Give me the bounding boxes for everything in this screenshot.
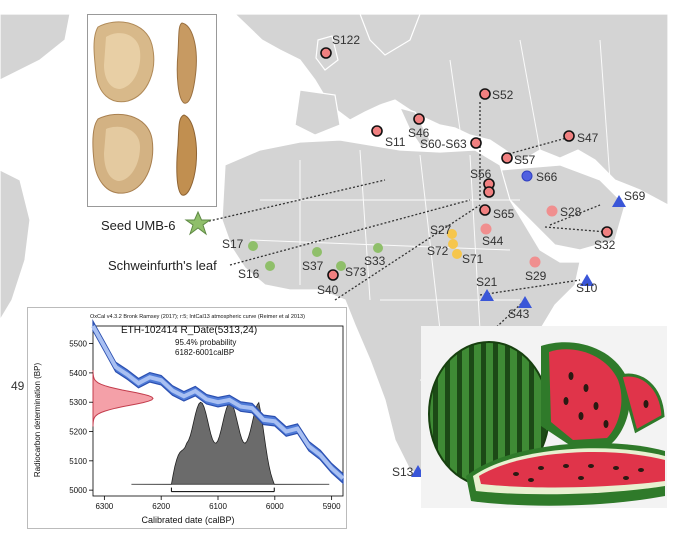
x-tick-label: 6300: [95, 502, 113, 511]
x-axis-label: Calibrated date (calBP): [141, 515, 234, 525]
site-label: S57: [514, 153, 536, 167]
site-marker-yellow: [452, 249, 462, 259]
y-tick-label: 5400: [69, 369, 87, 378]
site-label: S66: [536, 170, 558, 184]
edge-label: 49: [11, 379, 25, 393]
site-marker-triangle: [480, 289, 494, 301]
site-marker-green: [248, 241, 258, 251]
x-tick-label: 6100: [209, 502, 227, 511]
site-marker: [501, 152, 513, 164]
site-marker-yellow: [448, 239, 458, 249]
site-label: S21: [476, 275, 498, 289]
site-label: S17: [222, 237, 244, 251]
site-marker-green: [265, 261, 275, 271]
y-axis-label: Radiocarbon determination (BP): [33, 363, 42, 478]
site-label: S43: [508, 307, 530, 321]
site-marker-pink: [529, 256, 541, 268]
site-label: S47: [577, 131, 599, 145]
y-tick-label: 5100: [69, 457, 87, 466]
site-label: S52: [492, 88, 514, 102]
site-label: S72: [427, 244, 449, 258]
site-label: S16: [238, 267, 260, 281]
site-marker-green: [312, 247, 322, 257]
site-marker: [413, 113, 425, 125]
site-label: S69: [624, 189, 646, 203]
y-tick-label: 5500: [69, 340, 87, 349]
chart-title: ETH-102414 R_Date(5313,24): [121, 325, 257, 336]
site-marker-green: [336, 261, 346, 271]
site-marker-triangle: [518, 296, 532, 308]
seed-label: Seed UMB-6: [101, 218, 175, 233]
x-tick-label: 6000: [266, 502, 284, 511]
radiocarbon-distribution: [92, 370, 154, 427]
site-label: S11: [385, 135, 406, 149]
site-label: S71: [462, 252, 484, 266]
site-marker-blue: [521, 170, 533, 182]
seed-image: [92, 21, 197, 196]
site-label: S37: [302, 259, 324, 273]
seed-star-icon: [184, 210, 212, 236]
site-marker-pink: [480, 223, 492, 235]
site-label: S46: [408, 126, 430, 140]
site-marker-green: [373, 243, 383, 253]
calibration-chart: OxCal v4.3.2 Bronk Ramsey (2017); r:5; I…: [33, 314, 345, 525]
site-label: S60-S63: [420, 137, 467, 151]
site-marker: [601, 226, 613, 238]
chart-range: 6182-6001calBP: [175, 348, 234, 357]
site-marker: [470, 137, 482, 149]
chart-probability: 95.4% probability: [175, 338, 236, 347]
site-marker-triangle: [612, 195, 626, 207]
site-label: S29: [525, 269, 547, 283]
leaf-label: Schweinfurth's leaf: [108, 258, 217, 273]
site-marker: [479, 88, 491, 100]
calibration-chart-panel: OxCal v4.3.2 Bronk Ramsey (2017); r:5; I…: [27, 307, 347, 529]
y-tick-label: 5300: [69, 398, 87, 407]
site-label: S28: [560, 205, 582, 219]
site-marker: [563, 130, 575, 142]
site-marker: [320, 47, 332, 59]
site-marker: [371, 125, 383, 137]
watermelon-photo-panel: [421, 326, 667, 508]
site-label: S27: [430, 223, 452, 237]
site-label: S33: [364, 254, 386, 268]
site-label: S40: [317, 283, 339, 297]
site-label: S44: [482, 234, 504, 248]
site-label: S32: [594, 238, 616, 252]
site-marker-yellow: [447, 229, 457, 239]
site-marker: [483, 186, 495, 198]
site-label: S10: [576, 281, 598, 295]
site-label: S73: [345, 265, 367, 279]
site-marker: [479, 204, 491, 216]
y-tick-label: 5200: [69, 428, 87, 437]
calibrated-distribution: [131, 401, 330, 485]
seed-photo-panel: [87, 14, 217, 207]
site-marker: [327, 269, 339, 281]
watermelon-image: [428, 341, 665, 506]
x-tick-label: 6200: [152, 502, 170, 511]
calibration-curve-center: [91, 325, 345, 480]
y-tick-label: 5000: [69, 486, 87, 495]
site-label: S13: [392, 465, 414, 479]
site-marker-pink: [546, 205, 558, 217]
site-marker-triangle: [580, 274, 594, 286]
site-label: S122: [332, 33, 360, 47]
chart-header: OxCal v4.3.2 Bronk Ramsey (2017); r:5; I…: [90, 314, 305, 320]
site-label: S65: [493, 207, 515, 221]
site-label: S56: [470, 167, 492, 181]
x-tick-label: 5900: [323, 502, 341, 511]
